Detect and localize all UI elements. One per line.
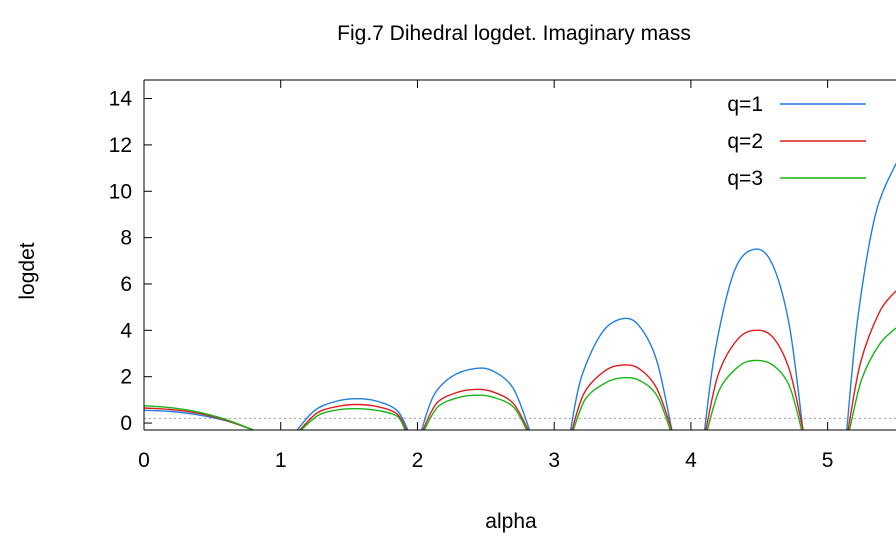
series-1-segment-4 — [569, 317, 673, 430]
series-2-segment-2 — [299, 403, 408, 430]
series-2-segment-5 — [705, 329, 804, 430]
x-tick-label: 3 — [548, 449, 560, 472]
series-1-segment-5 — [703, 248, 804, 430]
y-tick-label: 8 — [120, 227, 132, 250]
series-3-segment-2 — [300, 407, 406, 430]
y-axis-label: logdet — [16, 242, 39, 299]
y-tick-label: 12 — [109, 134, 132, 157]
series-1-segment-6 — [846, 163, 896, 430]
chart-title: Fig.7 Dihedral logdet. Imaginary mass — [337, 22, 691, 45]
series-3-segment-4 — [572, 376, 672, 430]
series-3-segment-6 — [848, 327, 896, 430]
x-tick-label: 0 — [138, 449, 150, 472]
x-tick-label: 2 — [412, 449, 424, 472]
x-tick-label: 4 — [685, 449, 697, 472]
x-tick-label: 5 — [822, 449, 834, 472]
y-tick-label: 0 — [120, 412, 132, 435]
legend-label-3: q=3 — [727, 167, 763, 190]
series-2-segment-3 — [422, 388, 529, 430]
series-1-segment-2 — [296, 397, 409, 430]
series-3-segment-5 — [706, 359, 803, 430]
series-3-segment-3 — [423, 394, 528, 430]
series-2-segment-6 — [847, 290, 896, 430]
y-tick-label: 4 — [120, 319, 132, 342]
y-tick-label: 2 — [120, 366, 132, 389]
y-tick-label: 10 — [109, 180, 132, 203]
x-axis-label: alpha — [485, 510, 537, 533]
series-1-segment-3 — [420, 367, 531, 430]
x-tick-label: 1 — [275, 449, 287, 472]
series-3-segment-1 — [144, 405, 254, 430]
y-tick-label: 6 — [120, 273, 132, 296]
y-tick-label: 14 — [109, 88, 133, 111]
series-2-segment-4 — [571, 364, 673, 430]
legend-label-1: q=1 — [727, 93, 763, 116]
legend-label-2: q=2 — [727, 130, 763, 153]
